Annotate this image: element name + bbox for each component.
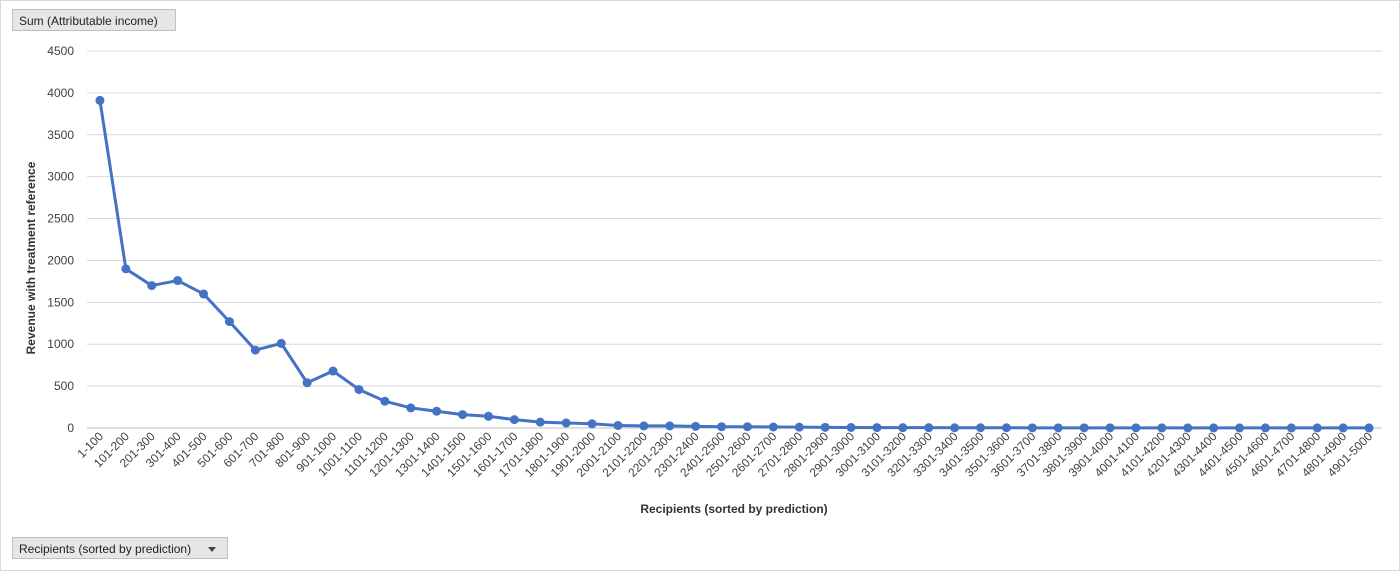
data-point[interactable]	[380, 396, 390, 406]
data-point[interactable]	[1157, 423, 1167, 433]
data-point[interactable]	[924, 423, 934, 433]
y-tick-label: 1500	[47, 295, 74, 309]
data-point[interactable]	[742, 422, 752, 432]
data-point[interactable]	[147, 281, 157, 291]
data-point[interactable]	[250, 345, 260, 355]
x-axis-ticks: 1-100101-200201-300301-400401-500501-600…	[74, 429, 1375, 480]
data-point[interactable]	[1183, 423, 1193, 433]
data-point[interactable]	[1209, 423, 1219, 433]
data-point[interactable]	[820, 422, 830, 432]
y-axis-title: Revenue with treatment reference	[24, 161, 38, 354]
data-point[interactable]	[872, 423, 882, 433]
data-point[interactable]	[976, 423, 986, 433]
dropdown-arrow-icon[interactable]	[208, 547, 217, 553]
data-point[interactable]	[1312, 423, 1322, 433]
data-point[interactable]	[483, 411, 493, 421]
y-tick-label: 0	[67, 421, 74, 435]
y-tick-label: 2000	[47, 253, 74, 267]
data-point[interactable]	[1105, 423, 1115, 433]
y-tick-label: 4500	[47, 44, 74, 58]
data-point[interactable]	[794, 422, 804, 432]
axis-field-button[interactable]: Recipients (sorted by prediction)	[12, 537, 228, 559]
y-axis-ticks: 0 500 1000 1500 2000 2500 3000 3500 4000 4500	[47, 44, 74, 435]
data-point[interactable]	[199, 289, 209, 299]
y-tick-label: 4000	[47, 86, 74, 100]
gridlines	[87, 50, 1382, 387]
y-tick-label: 500	[54, 379, 74, 393]
data-point[interactable]	[1131, 423, 1141, 433]
data-point[interactable]	[950, 423, 960, 433]
data-point[interactable]	[276, 338, 286, 348]
data-point[interactable]	[432, 406, 442, 416]
data-point[interactable]	[173, 276, 183, 286]
y-tick-label: 2500	[47, 212, 74, 226]
y-tick-label: 1000	[47, 337, 74, 351]
data-point[interactable]	[1364, 423, 1374, 433]
data-point[interactable]	[458, 410, 468, 420]
data-point[interactable]	[587, 419, 597, 429]
data-point[interactable]	[406, 403, 416, 413]
data-point[interactable]	[509, 415, 519, 425]
data-point[interactable]	[665, 421, 675, 431]
value-field-label: Sum (Attributable income)	[19, 14, 158, 28]
data-point[interactable]	[1235, 423, 1245, 433]
y-tick-label: 3500	[47, 128, 74, 142]
data-point[interactable]	[639, 421, 649, 431]
data-point[interactable]	[1338, 423, 1348, 433]
data-point[interactable]	[898, 423, 908, 433]
data-point[interactable]	[717, 422, 727, 432]
data-points	[95, 95, 1374, 433]
data-point[interactable]	[328, 366, 338, 376]
data-point[interactable]	[302, 378, 312, 388]
x-axis-title: Recipients (sorted by prediction)	[640, 502, 827, 516]
data-point[interactable]	[224, 317, 234, 327]
data-point[interactable]	[354, 384, 364, 394]
series-line	[98, 100, 1370, 430]
data-point[interactable]	[1079, 423, 1089, 433]
data-point[interactable]	[561, 418, 571, 428]
data-point[interactable]	[691, 421, 701, 431]
data-point[interactable]	[1286, 423, 1296, 433]
data-point[interactable]	[613, 420, 623, 430]
value-field-button[interactable]: Sum (Attributable income)	[12, 9, 176, 31]
data-point[interactable]	[1027, 423, 1037, 433]
axis-field-label: Recipients (sorted by prediction)	[19, 542, 192, 556]
y-tick-label: 3000	[47, 170, 74, 184]
data-point[interactable]	[846, 422, 856, 432]
data-point[interactable]	[1001, 423, 1011, 433]
data-point[interactable]	[121, 264, 131, 274]
data-point[interactable]	[1260, 423, 1270, 433]
data-point[interactable]	[768, 422, 778, 432]
data-point[interactable]	[95, 95, 105, 105]
data-point[interactable]	[1053, 423, 1063, 433]
data-point[interactable]	[535, 417, 545, 427]
